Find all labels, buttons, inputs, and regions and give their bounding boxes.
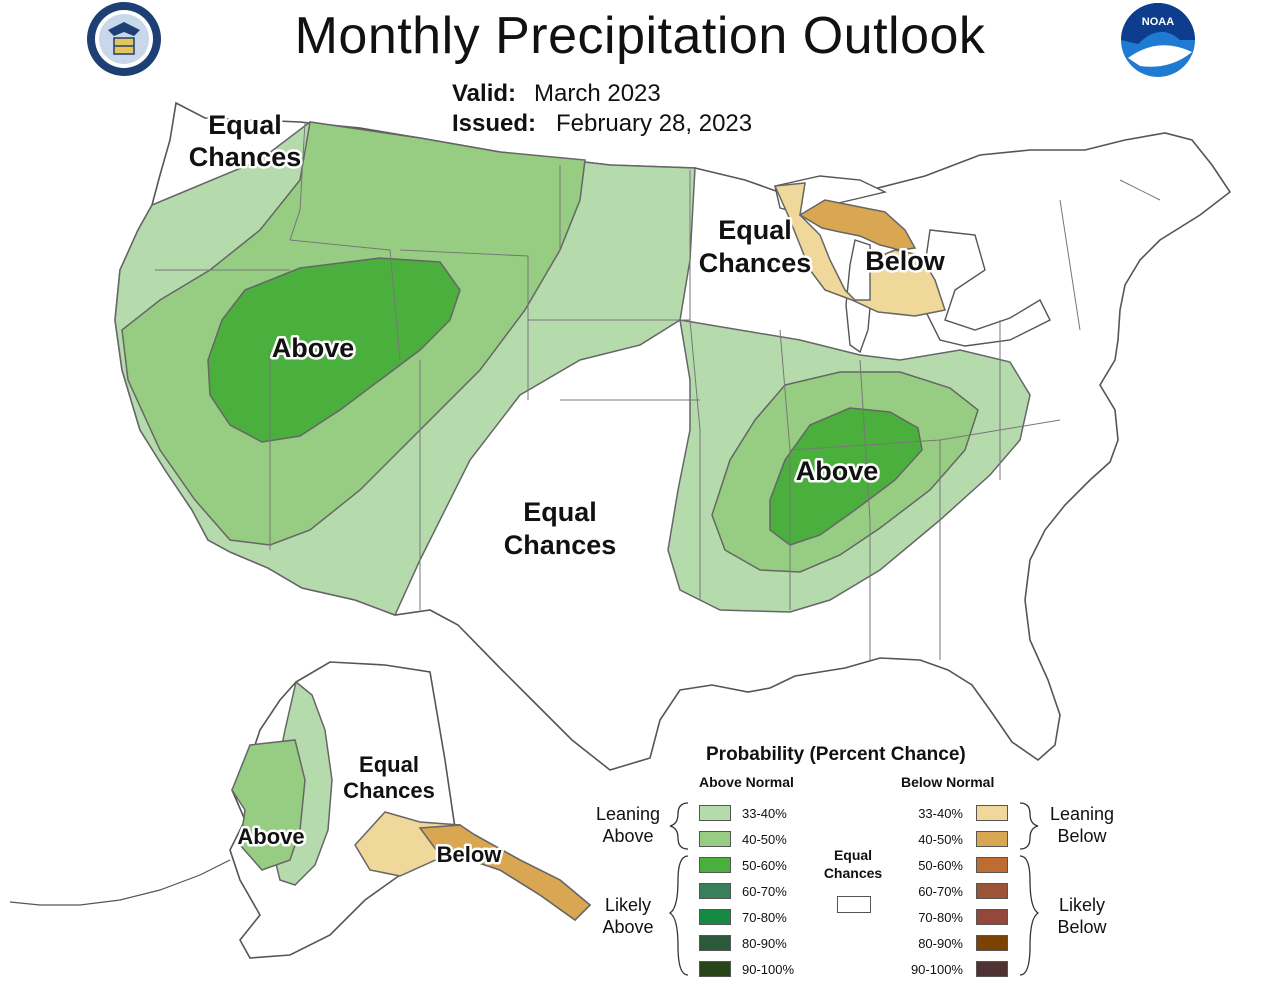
legend-below-range: 90-100% (910, 962, 963, 977)
legend-likely-below: Likely Below (1040, 894, 1124, 938)
legend-below-swatch (976, 805, 1008, 821)
noaa-logo-text: NOAA (1142, 16, 1174, 28)
legend-below-range: 33-40% (918, 806, 963, 821)
label-ak-equal-1: Equal (359, 752, 419, 777)
lake-michigan (845, 239, 873, 354)
legend-above-range: 90-100% (742, 962, 795, 977)
state-boundaries (155, 121, 1161, 660)
legend-leaning-below: Leaning Below (1040, 803, 1124, 847)
commerce-seal-logo (87, 2, 161, 76)
noaa-logo: NOAA (1121, 3, 1195, 77)
valid-value: March 2023 (534, 80, 661, 107)
label-ak-above: Above (237, 824, 304, 849)
lake-huron-erie (919, 229, 1051, 347)
label-south-equal-2: Chances (504, 530, 617, 560)
legend-likely-above: Likely Above (585, 894, 671, 938)
legend-above-swatch (699, 909, 731, 925)
legend-above-swatch (699, 805, 731, 821)
issued-label: Issued: (452, 110, 537, 137)
label-ohio-above: Above (796, 456, 879, 486)
below-33-40-glakes (773, 182, 946, 317)
legend-equal-swatch (837, 896, 871, 913)
legend-likely-below-2: Below (1057, 917, 1107, 937)
map-title: Monthly Precipitation Outlook (294, 7, 986, 65)
legend-leaning-above-2: Above (602, 826, 654, 846)
label-south-equal-1: Equal (523, 497, 597, 527)
legend-above-swatch (699, 883, 731, 899)
legend-above-range: 33-40% (742, 806, 787, 821)
legend-above-range: 70-80% (742, 910, 787, 925)
legend-below-range: 70-80% (918, 910, 963, 925)
label-ak-below: Below (437, 842, 503, 867)
legend-below-swatch (976, 909, 1008, 925)
legend-below-range: 60-70% (918, 884, 963, 899)
legend-below-swatch (976, 883, 1008, 899)
legend-above-swatch (699, 961, 731, 977)
legend-above-range: 80-90% (742, 936, 787, 951)
label-glakes-below: Below (865, 246, 946, 276)
legend-likely-above-1: Likely (604, 895, 652, 915)
legend-likely-above-2: Above (602, 917, 654, 937)
legend-above-swatch (699, 831, 731, 847)
label-nw-equal-2: Chances (189, 142, 302, 172)
legend-above-swatch (699, 857, 731, 873)
legend-below-swatch (976, 935, 1008, 951)
above-50-60-west (207, 257, 461, 443)
label-glakes-equal-1: Equal (718, 215, 792, 245)
alaska-above-40-50 (231, 739, 306, 871)
legend-below-range: 80-90% (918, 936, 963, 951)
legend-equal-label-1: Equal (833, 847, 873, 863)
legend-above-swatch (699, 935, 731, 951)
legend-below-range: 40-50% (918, 832, 963, 847)
valid-label: Valid: (452, 80, 517, 107)
issued-value: February 28, 2023 (556, 110, 753, 137)
legend-likely-below-1: Likely (1058, 895, 1106, 915)
label-ak-equal-2: Chances (343, 778, 435, 803)
legend-title: Probability (Percent Chance) (706, 744, 966, 765)
label-nw-equal-1: Equal (208, 110, 282, 140)
above-50-60-east (769, 407, 923, 546)
legend-below-swatch (976, 831, 1008, 847)
legend-leaning-above: Leaning Above (585, 803, 671, 847)
legend-equal-label: Equal Chances (818, 846, 888, 882)
label-west-above: Above (272, 333, 355, 363)
legend-above-range: 40-50% (742, 832, 787, 847)
legend-below-header: Below Normal (901, 774, 995, 790)
legend-below-swatch (976, 857, 1008, 873)
legend-above-header: Above Normal (699, 774, 794, 790)
legend-equal-label-2: Chances (823, 865, 883, 881)
legend-leaning-below-1: Leaning (1049, 804, 1115, 824)
below-40-50-glakes (798, 199, 917, 251)
alaska-below-40-50 (418, 824, 592, 921)
legend-below-swatch (976, 961, 1008, 977)
label-glakes-equal-2: Chances (699, 248, 812, 278)
legend-above-range: 50-60% (742, 858, 787, 873)
legend-below-range: 50-60% (918, 858, 963, 873)
legend-leaning-below-2: Below (1057, 826, 1107, 846)
alaska-aleutians (9, 859, 231, 906)
legend-leaning-above-1: Leaning (595, 804, 661, 824)
legend-above-range: 60-70% (742, 884, 787, 899)
